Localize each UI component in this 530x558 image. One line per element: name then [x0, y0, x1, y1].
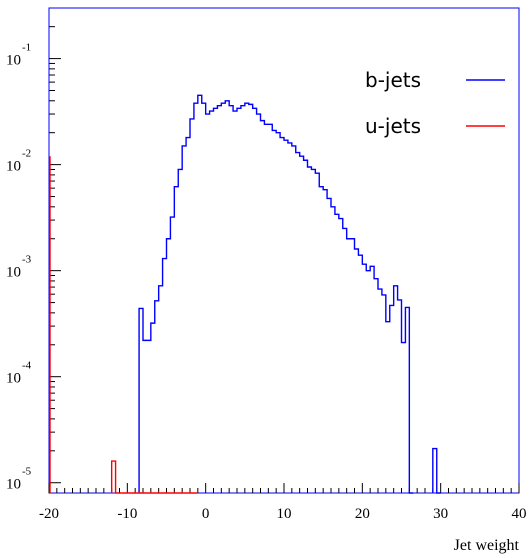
y-tick-label-base: 10: [6, 53, 21, 69]
y-axis-ticks: 10-110-210-310-410-5: [6, 26, 61, 493]
y-tick-label-exponent: -1: [22, 42, 31, 54]
legend-label: u-jets: [365, 114, 421, 138]
legend-label: b-jets: [365, 68, 421, 92]
y-tick-label-exponent: -5: [22, 466, 32, 478]
x-axis-ticks: -20 -10 0 10 20 30 40: [39, 483, 527, 522]
y-tick-label-base: 10: [6, 265, 21, 281]
x-tick-label: 40: [512, 506, 527, 522]
y-tick-label-exponent: -4: [22, 360, 32, 372]
y-tick-label-exponent: -2: [22, 148, 31, 160]
y-tick-label-base: 10: [6, 477, 21, 493]
series-line-b-jets: [138, 94, 441, 494]
y-tick-label-base: 10: [6, 159, 21, 175]
x-tick-label: 20: [355, 506, 370, 522]
series-group: [49, 94, 441, 494]
legend: b-jets u-jets: [365, 68, 505, 138]
series-line-u-jets: [110, 460, 198, 494]
x-tick-label: -10: [117, 506, 137, 522]
x-tick-label: 0: [202, 506, 210, 522]
x-tick-label: 10: [277, 506, 292, 522]
x-tick-label: 30: [433, 506, 448, 522]
y-tick-label-exponent: -3: [22, 254, 32, 266]
y-tick-label-base: 10: [6, 371, 21, 387]
x-axis-title: Jet weight: [454, 537, 520, 554]
x-tick-label: -20: [39, 506, 59, 522]
